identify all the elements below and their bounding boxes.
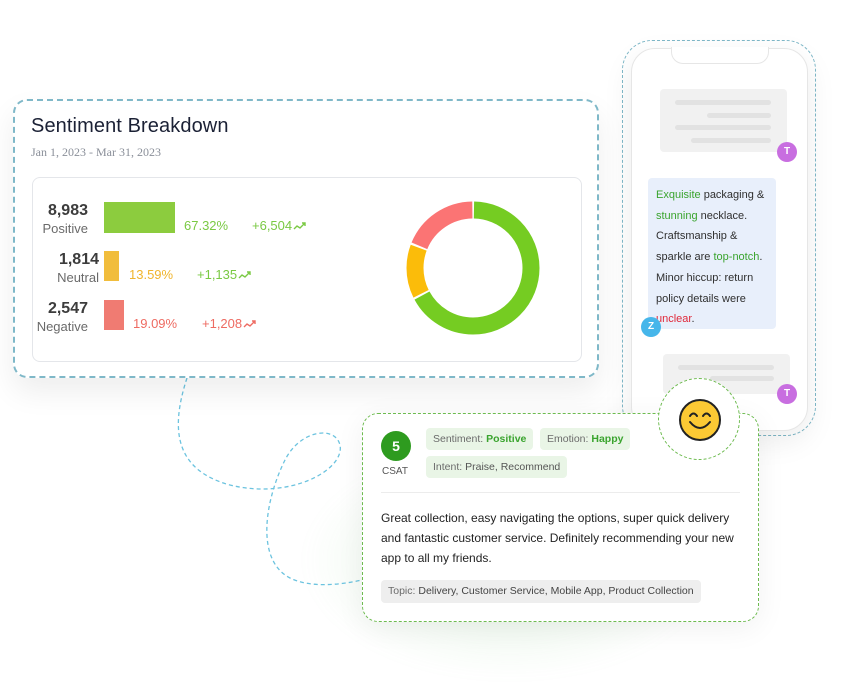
negative-count: 2,547 [47, 300, 88, 317]
message-bubble: Exquisite packaging & stunning necklace.… [648, 178, 776, 329]
phone-mockup: T Exquisite packaging & stunning necklac… [631, 47, 808, 431]
emotion-chip: Emotion: Happy [540, 428, 631, 450]
avatar-z: Z [641, 317, 661, 337]
positive-bar [104, 202, 175, 233]
positive-percent: 67.32% [184, 218, 229, 233]
emoji-bubble [658, 378, 740, 460]
sentiment-row-negative: 2,547 Negative 19.09% +1,208 [33, 300, 363, 346]
card-title: Sentiment Breakdown [31, 115, 229, 137]
negative-delta: +1,208 [202, 316, 257, 331]
negative-percent: 19.09% [133, 316, 178, 331]
neutral-percent: 13.59% [129, 267, 174, 282]
neutral-delta-value: +1,135 [197, 267, 238, 282]
highlight-positive: Exquisite [656, 189, 701, 201]
sentiment-panel: 8,983 Positive 67.32% +6,504 1,814 Neutr… [32, 177, 582, 362]
sentiment-chip: Sentiment: Positive [426, 428, 534, 450]
placeholder-message [663, 354, 790, 394]
smiling-face-icon [679, 399, 721, 441]
review-text: Great collection, easy navigating the op… [381, 511, 734, 565]
sentiment-row-positive: 8,983 Positive 67.32% +6,504 [33, 202, 363, 248]
highlight-positive: top-notch [713, 251, 760, 264]
review-card: 5 CSAT Sentiment: Positive Emotion: Happ… [362, 413, 759, 622]
intent-chip: Intent: Praise, Recommend [426, 456, 568, 478]
placeholder-message [660, 89, 787, 152]
sentiment-breakdown-card: Sentiment Breakdown Jan 1, 2023 - Mar 31… [13, 99, 599, 378]
positive-label: Positive [42, 221, 88, 236]
neutral-bar [104, 251, 119, 281]
trend-up-icon [243, 320, 256, 328]
sentiment-row-neutral: 1,814 Neutral 13.59% +1,135 [33, 251, 363, 297]
trend-up-icon [238, 271, 251, 279]
donut-slice-positive [406, 201, 540, 335]
trend-up-icon [293, 222, 306, 230]
csat-label: CSAT [382, 466, 408, 477]
negative-bar [104, 300, 124, 330]
neutral-label: Neutral [57, 270, 99, 285]
highlight-negative: unclear [656, 313, 692, 326]
donut-slice-neutral [406, 201, 540, 335]
avatar-t-bottom: T [777, 384, 797, 404]
positive-delta: +6,504 [252, 218, 307, 233]
highlight-positive: stunning [656, 209, 698, 222]
avatar-t-top: T [777, 142, 797, 162]
positive-count: 8,983 [47, 202, 88, 219]
negative-label: Negative [36, 319, 88, 334]
csat-score: 5 [381, 431, 411, 461]
topic-chip: Topic: Delivery, Customer Service, Mobil… [381, 580, 701, 603]
neutral-delta: +1,135 [197, 267, 252, 282]
sentiment-donut-chart [406, 201, 540, 335]
neutral-count: 1,814 [58, 251, 99, 268]
phone-notch [671, 47, 769, 64]
divider [381, 492, 740, 493]
negative-delta-value: +1,208 [202, 316, 243, 331]
date-range: Jan 1, 2023 - Mar 31, 2023 [31, 145, 161, 159]
positive-delta-value: +6,504 [252, 218, 293, 233]
